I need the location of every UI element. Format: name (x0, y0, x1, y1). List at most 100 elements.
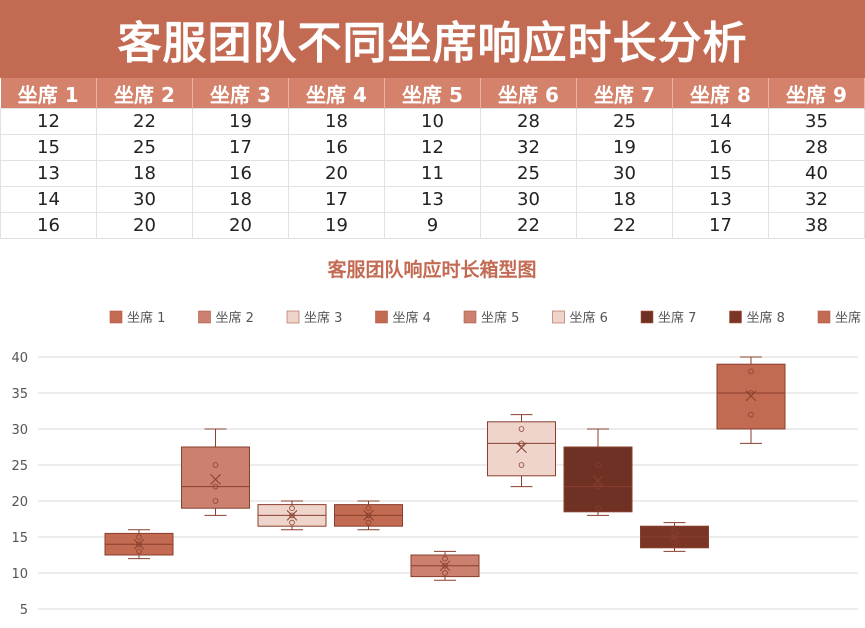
data-point (365, 512, 372, 519)
column-header: 坐席 7 (576, 78, 673, 109)
table-cell: 15 (0, 134, 97, 161)
y-tick-label: 25 (11, 459, 28, 474)
legend-swatch (552, 310, 565, 324)
data-point (518, 426, 525, 432)
data-point (671, 526, 678, 533)
column-header: 坐席 5 (384, 78, 481, 109)
table-cell: 14 (0, 186, 97, 213)
column-header: 坐席 2 (96, 78, 193, 109)
table-cell: 17 (192, 134, 289, 161)
column-header: 坐席 4 (288, 78, 385, 109)
table-cell: 28 (480, 108, 577, 135)
table-cell: 16 (672, 134, 769, 161)
mean-marker (592, 475, 604, 487)
table-cell: 22 (480, 212, 577, 239)
data-point (518, 440, 525, 447)
legend-label: 坐席 1 (127, 310, 165, 326)
table-cell: 19 (576, 134, 673, 161)
table-header-row: 坐席 1 坐席 2 坐席 3 坐席 4 坐席 5 坐席 6 坐席 7 坐席 8 坐席 9 (0, 78, 865, 109)
table-cell: 16 (192, 160, 289, 187)
table-cell: 35 (768, 108, 865, 135)
column-header: 坐席 3 (192, 78, 289, 109)
data-point (671, 534, 678, 540)
table-cell: 13 (0, 160, 97, 187)
data-point (748, 411, 754, 418)
data-point (136, 541, 142, 548)
table-cell: 20 (96, 212, 193, 239)
data-point (289, 512, 295, 519)
legend-label: 坐席 5 (481, 310, 519, 326)
data-point (518, 462, 525, 468)
table-cell: 15 (672, 160, 769, 187)
legend-label: 坐席 6 (570, 310, 608, 326)
legend-swatch (109, 310, 123, 324)
table-cell: 30 (576, 160, 673, 187)
table-cell: 30 (96, 186, 193, 213)
data-point (595, 462, 601, 468)
table-cell: 25 (96, 134, 193, 161)
table-row: 14 30 18 17 13 30 18 13 32 (0, 186, 865, 213)
table-cell: 14 (672, 108, 769, 135)
box-6 (487, 421, 556, 477)
y-tick-label: 5 (20, 603, 28, 618)
legend-label: 坐席 2 (216, 310, 254, 326)
y-tick-label: 20 (11, 495, 28, 510)
y-tick-label: 15 (11, 531, 28, 546)
table-cell: 17 (288, 186, 385, 213)
column-header: 坐席 9 (768, 78, 865, 109)
table-row: 15 25 17 16 12 32 19 16 28 (0, 134, 865, 161)
mean-marker (439, 560, 451, 572)
data-point (212, 483, 219, 490)
column-header: 坐席 8 (672, 78, 769, 109)
data-point (136, 534, 142, 540)
data-point (595, 483, 601, 490)
legend-label: 坐席 3 (304, 310, 342, 326)
table-row: 13 18 16 20 11 25 30 15 40 (0, 160, 865, 187)
table-cell: 38 (768, 212, 865, 239)
column-header: 坐席 6 (480, 78, 577, 109)
table-cell: 18 (288, 108, 385, 135)
legend-label: 坐席 9 (835, 310, 865, 326)
table-cell: 18 (192, 186, 289, 213)
data-point (365, 519, 372, 526)
data-point (212, 498, 219, 504)
table-cell: 28 (768, 134, 865, 161)
table-cell: 22 (96, 108, 193, 135)
y-tick-label: 35 (11, 387, 28, 402)
table-cell: 25 (480, 160, 577, 187)
mean-marker (210, 474, 221, 485)
table-cell: 25 (576, 108, 673, 135)
y-tick-label: 40 (11, 351, 28, 366)
data-point (442, 562, 448, 569)
table-cell: 19 (192, 108, 289, 135)
legend-swatch (817, 310, 831, 324)
data-point (289, 519, 295, 526)
table-cell: 9 (384, 212, 481, 239)
legend-swatch (463, 310, 477, 324)
box-9 (716, 363, 786, 430)
data-point (671, 541, 678, 548)
table-cell: 19 (288, 212, 385, 239)
table-cell: 10 (384, 108, 481, 135)
table-cell: 30 (480, 186, 577, 213)
y-tick-label: 10 (11, 567, 28, 582)
mean-marker (516, 442, 527, 454)
table-row: 16 20 20 19 9 22 22 17 38 (0, 212, 865, 239)
table-cell: 13 (384, 186, 481, 213)
table-cell: 12 (384, 134, 481, 161)
table-row: 12 22 19 18 10 28 25 14 35 (0, 108, 865, 135)
legend-swatch (286, 310, 300, 324)
data-point (595, 505, 601, 512)
legend-swatch (640, 310, 654, 324)
mean-marker (669, 531, 680, 543)
table-cell: 18 (96, 160, 193, 187)
data-point (136, 548, 142, 555)
table-body: 12 22 19 18 10 28 25 14 35 15 25 17 16 12 32 19 16 28 13 18… (0, 108, 865, 239)
data-point (748, 368, 754, 375)
data-point (212, 462, 219, 468)
y-tick-label: 30 (11, 423, 28, 438)
legend-label: 坐席 7 (658, 310, 696, 326)
table-cell: 22 (576, 212, 673, 239)
mean-marker (133, 538, 145, 550)
data-point (289, 505, 295, 512)
